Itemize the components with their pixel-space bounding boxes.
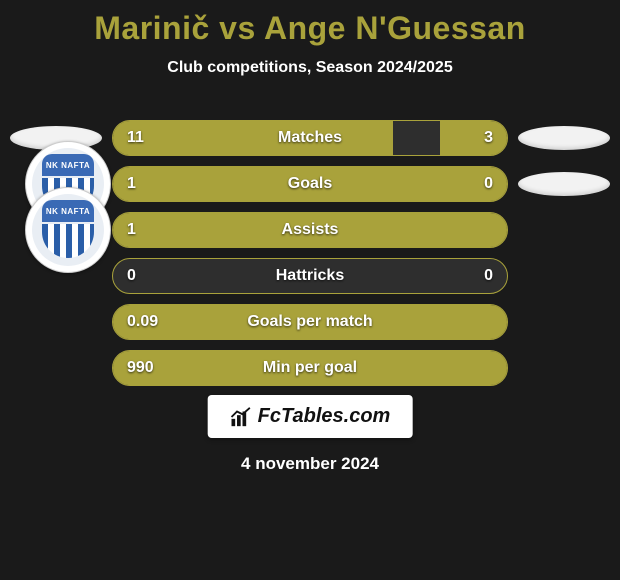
brand-badge: FcTables.com (208, 395, 413, 438)
comparison-infographic: Marinič vs Ange N'Guessan Club competiti… (0, 0, 620, 580)
right-logo-slot (516, 166, 612, 202)
stat-value-right: 0 (470, 259, 507, 293)
right-logo-slot (516, 120, 612, 156)
stat-bar-fill-left (113, 121, 393, 155)
stat-bar-fill-right (499, 167, 507, 201)
stat-bar-fill-right (440, 121, 507, 155)
stat-bar-fill-left (113, 213, 507, 247)
stat-bar-track: 990Min per goal (112, 350, 508, 386)
club-logo-placeholder (518, 172, 610, 196)
left-logo-slot (8, 304, 104, 340)
footer-date: 4 november 2024 (0, 454, 620, 474)
stat-bar-track: 0Hattricks0 (112, 258, 508, 294)
right-logo-slot (516, 212, 612, 248)
brand-text: FcTables.com (258, 405, 391, 428)
right-logo-slot (516, 350, 612, 386)
right-logo-slot (516, 258, 612, 294)
stat-bar-track: 0.09Goals per match (112, 304, 508, 340)
stat-value-left: 0 (113, 259, 150, 293)
stat-bar-fill-left (113, 351, 507, 385)
stat-row: 0.09Goals per match (0, 304, 620, 340)
bars-area: 11Matches3NK NAFTA1Goals0 NK NAFTA1Assist… (0, 120, 620, 396)
stat-bar-track: 1Goals0 (112, 166, 508, 202)
stat-bar-track: 1Assists (112, 212, 508, 248)
stat-bar-track: 11Matches3 (112, 120, 508, 156)
stat-row: 990Min per goal (0, 350, 620, 386)
page-title: Marinič vs Ange N'Guessan (0, 0, 620, 47)
stat-label: Hattricks (113, 259, 507, 293)
club-logo-nk-nafta: NK NAFTA (25, 187, 111, 273)
club-logo-placeholder (518, 126, 610, 150)
left-logo-slot (8, 350, 104, 386)
stat-bar-fill-left (113, 305, 507, 339)
left-logo-slot: NK NAFTA (20, 188, 116, 272)
stat-bar-fill-left (113, 167, 499, 201)
right-logo-slot (516, 304, 612, 340)
chart-icon (230, 406, 252, 428)
stat-row: NK NAFTA1Assists (0, 212, 620, 248)
page-subtitle: Club competitions, Season 2024/2025 (0, 59, 620, 77)
